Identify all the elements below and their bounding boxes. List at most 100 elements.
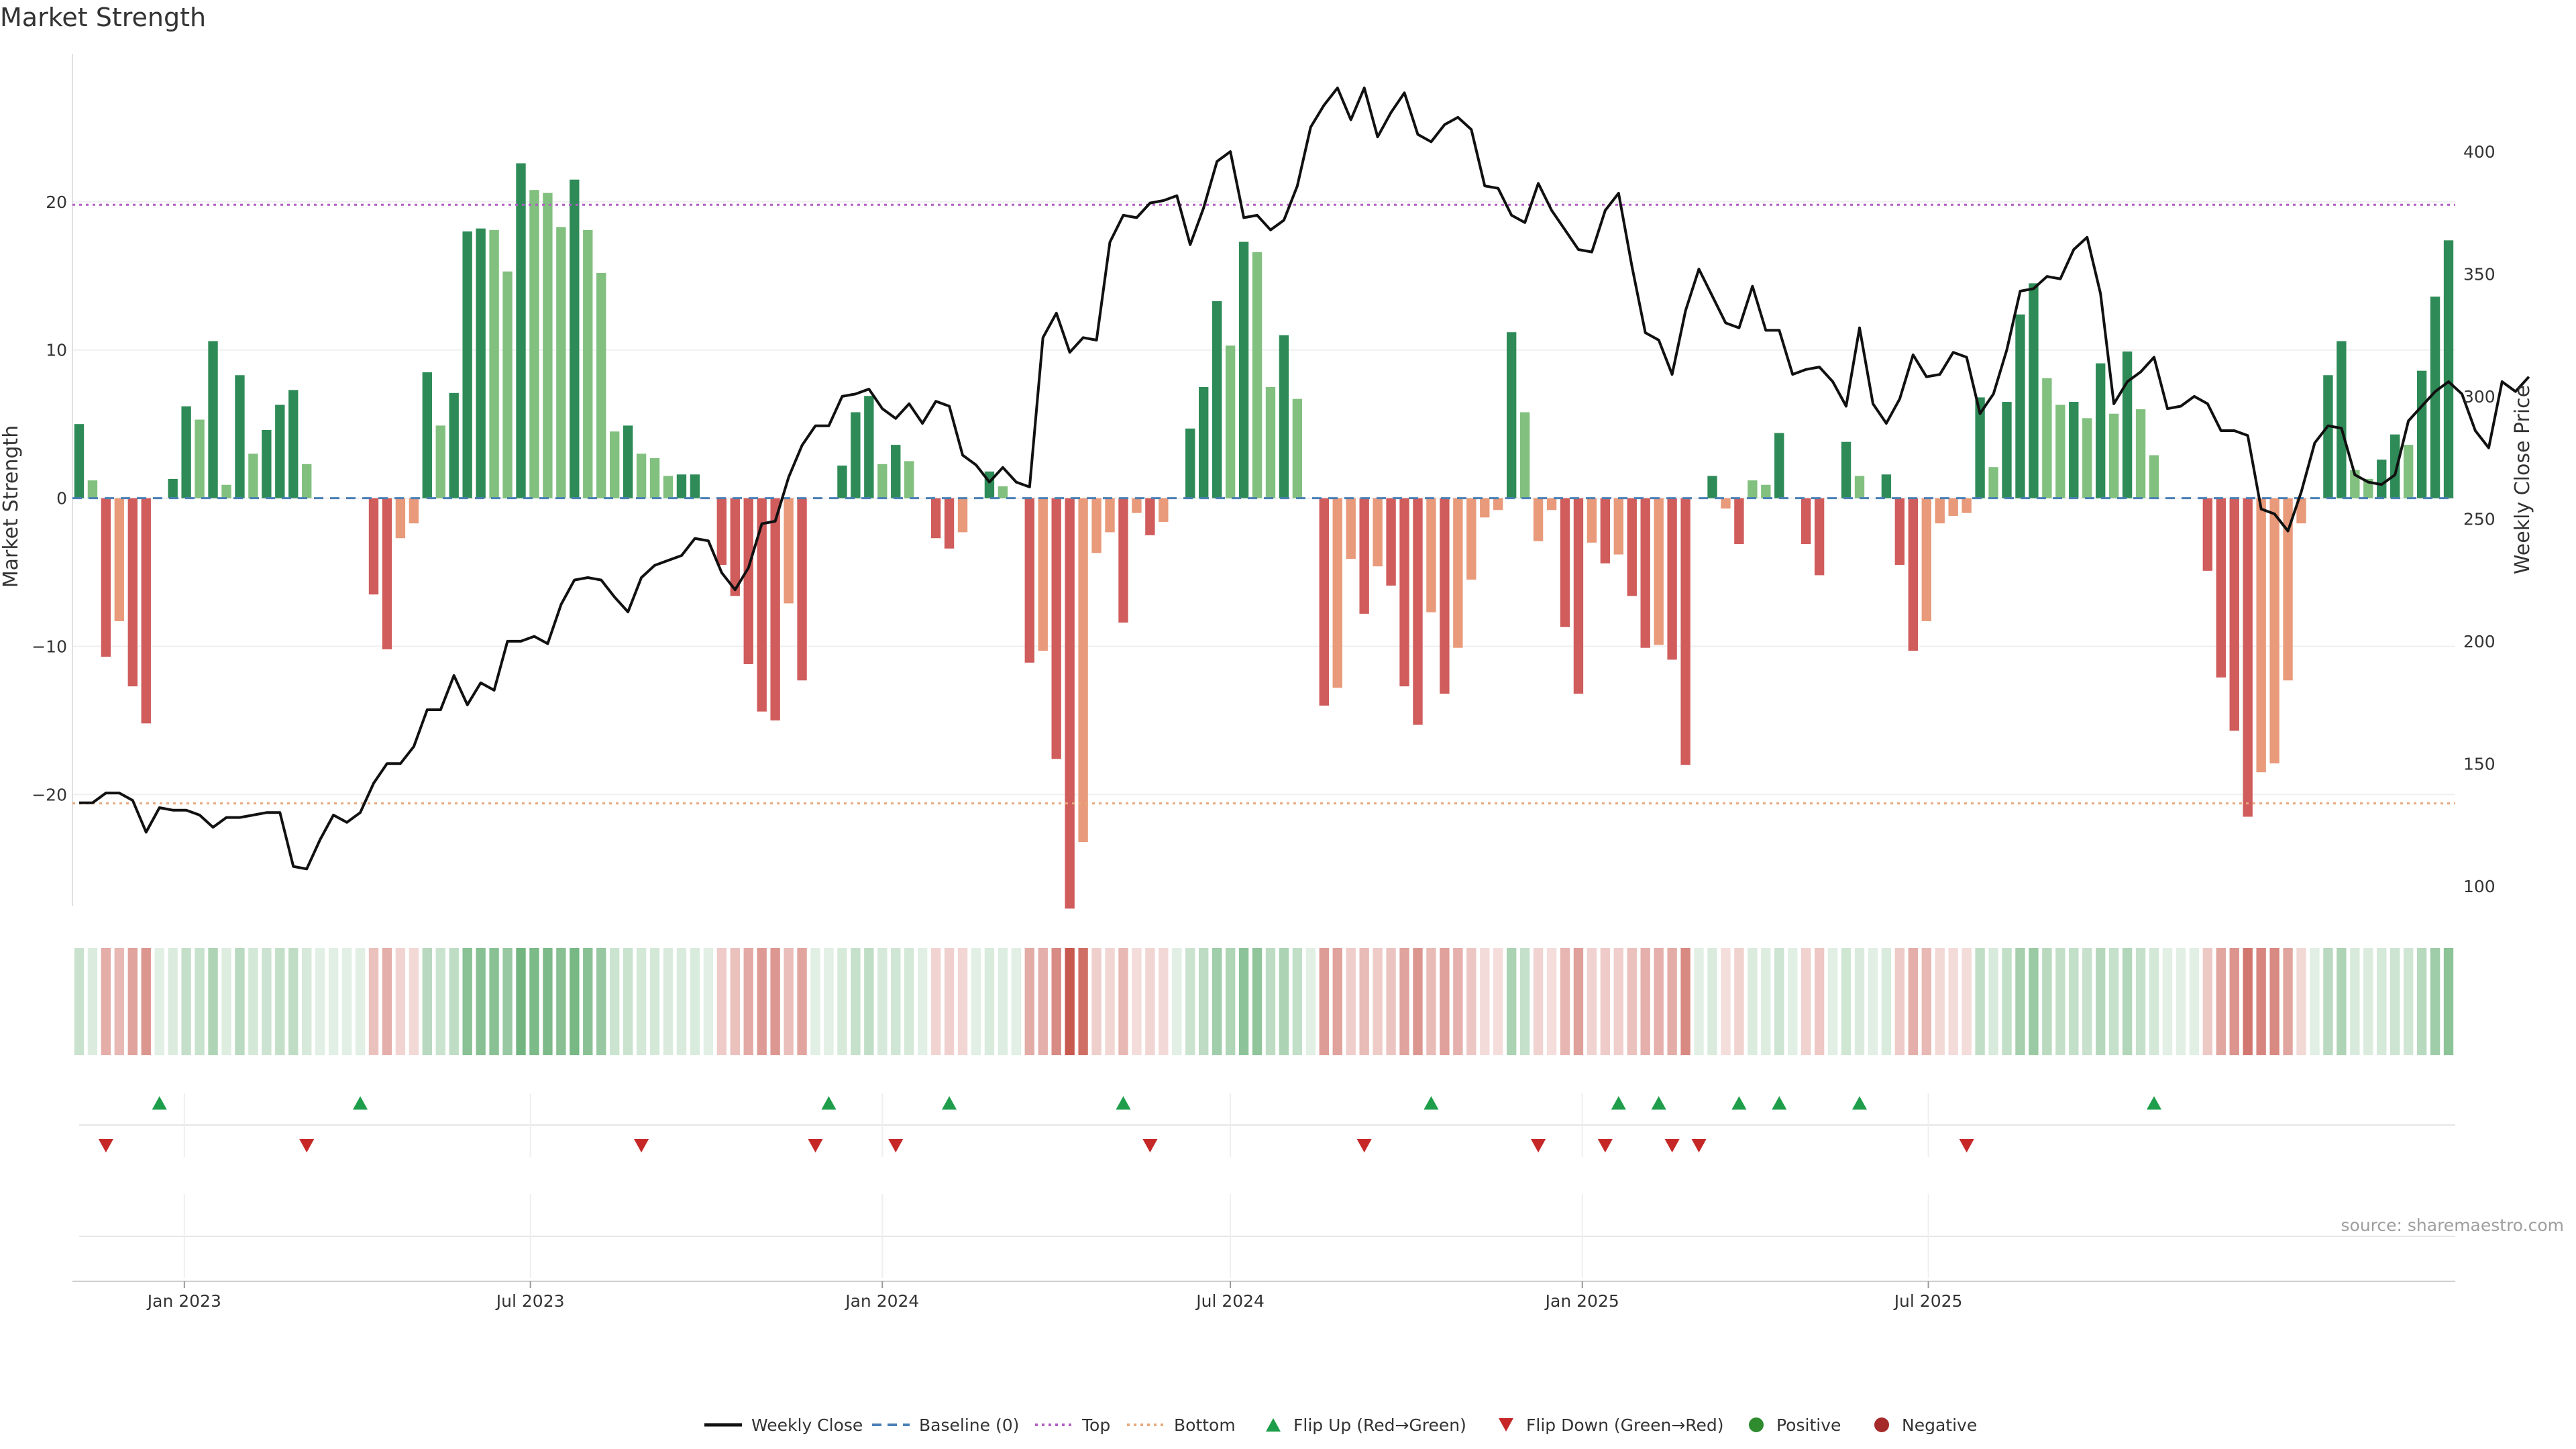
- heat-cell: [543, 948, 553, 1055]
- strength-bar: [248, 453, 258, 498]
- heat-cell: [837, 948, 847, 1055]
- strength-bar: [930, 498, 941, 539]
- heat-cell: [2122, 948, 2133, 1055]
- strength-bar: [288, 390, 299, 498]
- heat-cell: [784, 948, 794, 1055]
- heat-cell: [1225, 948, 1236, 1055]
- flip-up-marker: [152, 1096, 167, 1110]
- strength-bar: [1533, 498, 1544, 541]
- heat-cell: [1265, 948, 1276, 1055]
- strength-bar: [2416, 370, 2427, 498]
- strength-bar: [1399, 498, 1409, 687]
- heat-cell: [1948, 948, 1958, 1055]
- strength-bar: [422, 372, 432, 498]
- strength-bar: [2229, 498, 2239, 731]
- flip-up-marker: [1731, 1096, 1747, 1110]
- y2-tick-label: 300: [2463, 387, 2496, 407]
- legend-item: Bottom: [1127, 1415, 1236, 1435]
- flip-down-marker: [634, 1139, 649, 1152]
- heat-cell: [355, 948, 366, 1055]
- heat-cell: [1908, 948, 1919, 1055]
- heat-cell: [1814, 948, 1825, 1055]
- strength-bar: [2055, 405, 2065, 498]
- strength-bar: [1854, 476, 1865, 498]
- strength-bar: [1279, 335, 1289, 498]
- heat-cell: [1774, 948, 1784, 1055]
- heat-cell: [529, 948, 539, 1055]
- flip-down-marker: [1959, 1139, 1974, 1152]
- strength-bar: [302, 464, 312, 498]
- heat-cell: [302, 948, 312, 1055]
- heat-cell: [235, 948, 245, 1055]
- heat-cell: [208, 948, 218, 1055]
- heat-cell: [87, 948, 98, 1055]
- x-tick-label: Jan 2023: [146, 1291, 221, 1311]
- heat-cell: [1841, 948, 1851, 1055]
- heat-cell: [944, 948, 955, 1055]
- y-axis-title: Market Strength: [0, 425, 23, 588]
- heat-cell: [1868, 948, 1878, 1055]
- strength-bar: [1519, 412, 1530, 498]
- strength-bar: [2403, 445, 2414, 498]
- y2-axis-title: Weekly Close Price: [2511, 385, 2534, 574]
- heat-cell: [114, 948, 125, 1055]
- heat-cell: [2135, 948, 2146, 1055]
- heat-cell: [1654, 948, 1664, 1055]
- heat-cell: [382, 948, 392, 1055]
- strength-bar: [382, 498, 392, 649]
- heat-cell: [1894, 948, 1905, 1055]
- heat-cell: [422, 948, 432, 1055]
- strength-bar: [944, 498, 955, 549]
- flip-down-marker: [1356, 1139, 1372, 1152]
- heat-cell: [74, 948, 85, 1055]
- strength-bar: [1265, 386, 1276, 498]
- strength-bar: [2323, 375, 2333, 498]
- legend-swatch: [1749, 1417, 1764, 1432]
- heat-cell: [1319, 948, 1329, 1055]
- strength-bar: [1613, 498, 1623, 555]
- strength-bar: [1546, 498, 1557, 511]
- heat-cell: [2055, 948, 2065, 1055]
- strength-bar: [1359, 498, 1369, 614]
- legend-label: Positive: [1776, 1415, 1841, 1435]
- heat-cell: [2323, 948, 2333, 1055]
- strength-bar: [998, 486, 1008, 498]
- heat-cell: [1573, 948, 1584, 1055]
- strength-bar: [1894, 498, 1905, 565]
- source-note: source: sharemaestro.com: [2341, 1216, 2565, 1235]
- heat-cell: [864, 948, 874, 1055]
- heat-cell: [1881, 948, 1892, 1055]
- strength-bar: [168, 478, 178, 498]
- strength-bar: [784, 498, 794, 604]
- heat-cell: [623, 948, 633, 1055]
- strength-bar: [2377, 460, 2387, 498]
- heat-cell: [1346, 948, 1356, 1055]
- strength-bar: [2108, 413, 2119, 498]
- strength-bar: [262, 430, 272, 498]
- strength-bar: [449, 392, 459, 498]
- heat-cell: [1159, 948, 1169, 1055]
- heat-cell: [1600, 948, 1611, 1055]
- strength-bar: [1225, 345, 1236, 498]
- heat-cell: [2310, 948, 2320, 1055]
- heat-cell: [1493, 948, 1503, 1055]
- strength-bar: [502, 271, 513, 498]
- heat-cell: [743, 948, 753, 1055]
- strength-bar: [1319, 498, 1329, 706]
- strength-bar: [851, 412, 861, 498]
- strength-bar: [516, 163, 526, 498]
- strength-bar: [1801, 498, 1811, 545]
- strength-bar: [1748, 480, 1758, 498]
- heat-cell: [1065, 948, 1075, 1055]
- heat-cell: [368, 948, 379, 1055]
- strength-bars: [74, 163, 2454, 909]
- heat-cell: [1761, 948, 1771, 1055]
- heat-cell: [1252, 948, 1263, 1055]
- legend-label: Flip Down (Green→Red): [1526, 1415, 1724, 1435]
- strength-bar: [1238, 241, 1249, 498]
- strength-bar: [1680, 498, 1690, 765]
- heat-cell: [1426, 948, 1436, 1055]
- heat-cell: [1613, 948, 1623, 1055]
- strength-bar: [141, 498, 151, 724]
